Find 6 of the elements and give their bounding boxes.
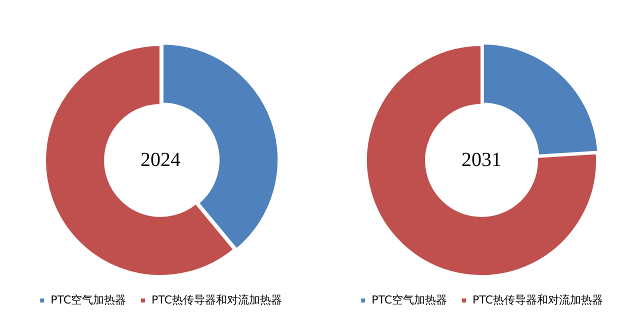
legend-label: PTC热传导器和对流加热器 [472,293,603,306]
text: 2024 [140,148,180,171]
text: 2031 [462,148,502,171]
legend-label: PTC热传导器和对流加热器 [152,293,282,306]
legend-label: PTC空气加热器 [372,293,447,306]
legend-label: PTC空气加热器 [50,293,126,306]
